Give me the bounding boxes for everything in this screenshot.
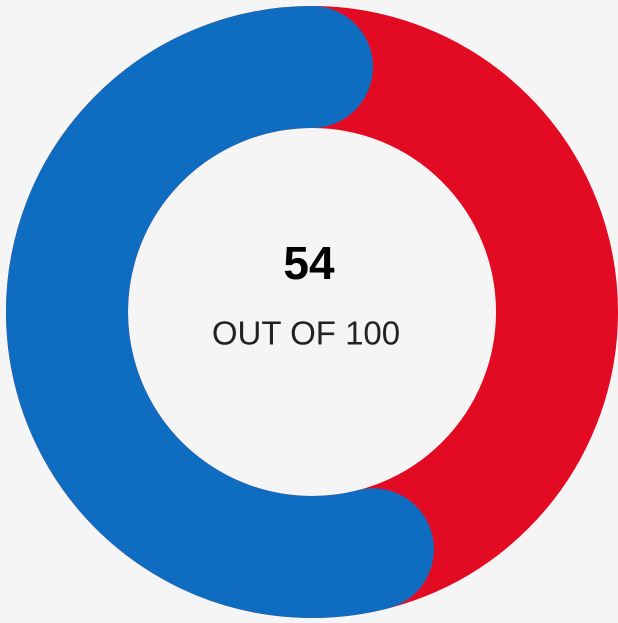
gauge-value: 54: [283, 237, 335, 289]
gauge-label: OUT OF 100: [212, 315, 400, 352]
gauge-value-arc: [6, 6, 434, 618]
gauge-marks: [6, 6, 618, 618]
